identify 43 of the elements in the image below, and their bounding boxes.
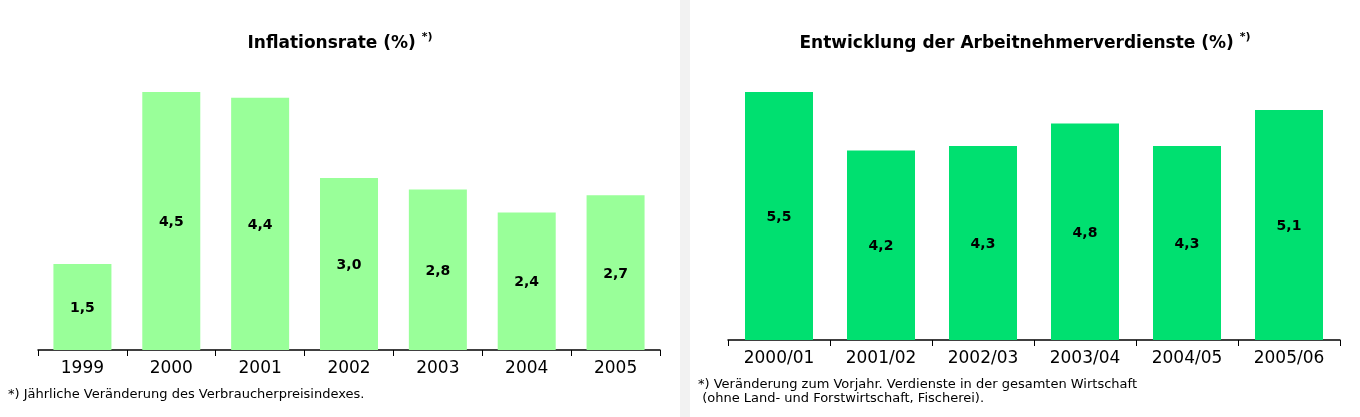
bar [745,92,813,340]
x-tick-label: 2005/06 [1253,346,1325,367]
data-label: 4,2 [868,237,894,254]
x-tick-label: 2000/01 [743,346,815,367]
data-label: 3,0 [336,256,362,272]
data-label: 2,7 [603,264,628,281]
x-tick-label: 2005 [593,356,638,377]
bar [949,146,1017,340]
bar [408,189,467,350]
data-label: 4,3 [1174,235,1200,252]
bar [847,150,915,340]
bar [53,264,112,350]
bar [142,92,201,350]
bar [1051,123,1119,340]
data-label: 4,8 [1072,223,1098,240]
x-tick-label: 2001 [238,356,282,377]
data-label: 1,5 [70,299,95,315]
data-label: 4,5 [158,213,184,229]
x-tick-label: 2000 [149,356,193,377]
chart-title: Inflationsrate (%) *) [247,30,433,52]
x-tick-label: 2004/05 [1151,346,1223,367]
x-tick-label: 2002 [327,356,371,377]
bar [1255,110,1323,340]
x-tick-label: 2003 [416,356,460,377]
x-tick-label: 2001/02 [845,346,917,367]
data-label: 2,8 [425,261,451,278]
bar [497,212,556,350]
bar [586,195,645,350]
bar [1153,146,1221,340]
bar [231,97,290,350]
data-label: 4,3 [970,235,996,252]
bar [320,178,378,350]
data-label: 2,4 [514,273,540,290]
data-label: 5,1 [1276,217,1302,234]
x-tick-label: 2004 [505,356,549,377]
text: *) Jährliche Veränderung des Verbraucherpreisindexes. [8,385,365,401]
x-tick-label: 2002/03 [947,346,1019,367]
chart-title: Entwicklung der Arbeitnehmerverdienste (%) *) [799,30,1251,52]
data-label: 4,4 [247,215,273,232]
x-tick-label: 2003/04 [1049,346,1121,367]
data-label: 5,5 [766,208,792,224]
x-tick-label: 1999 [60,356,105,377]
text: *) Veränderung zum Vorjahr. Verdienste in der gesamten Wirtschaft (ohne Land- und Forstwirtschaft, Fischerei). [698,375,1137,405]
